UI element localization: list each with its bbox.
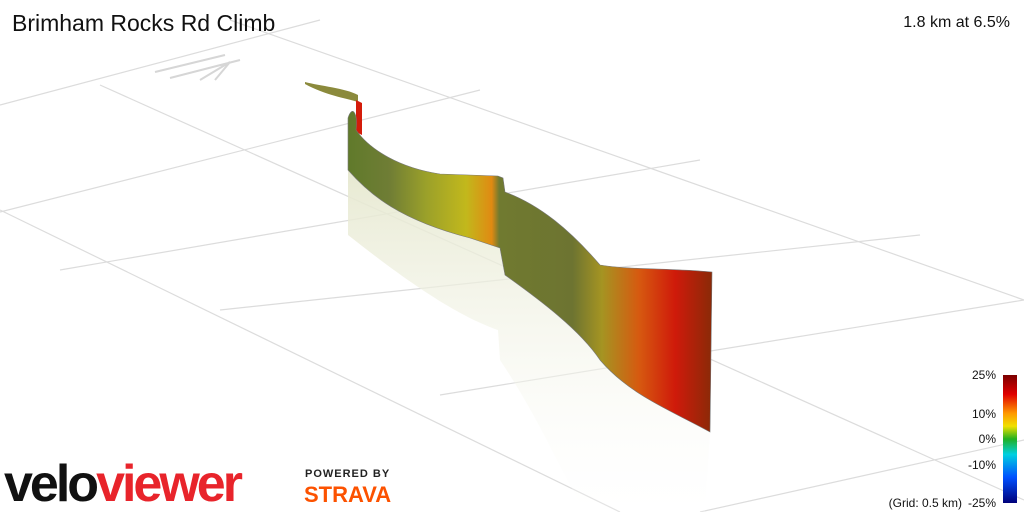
north-arrow — [154, 54, 241, 81]
ground-grid — [0, 19, 1024, 512]
summary: 1.8 km at 6.5% — [903, 14, 1010, 31]
grid-note: (Grid: 0.5 km) — [889, 496, 962, 510]
ribbon-red-step — [356, 100, 362, 135]
title: Brimham Rocks Rd Climb — [12, 10, 275, 36]
scale-label: 10% — [972, 407, 996, 421]
logo-viewer: viewer — [96, 455, 243, 512]
strava: STRAVA — [304, 482, 391, 507]
logo-velo: velo — [4, 455, 97, 512]
ribbon-wall — [347, 111, 713, 433]
powered-by: POWERED BY — [305, 468, 390, 480]
logo: veloviewer — [4, 455, 243, 512]
elevation-ribbon — [305, 82, 713, 512]
ribbon-wall-start — [305, 82, 358, 102]
scale-label: -10% — [968, 458, 996, 472]
color-scale — [1003, 375, 1017, 503]
color-scale-labels: 25% 10% 0% -10% -25% (Grid: 0.5 km) — [889, 368, 997, 510]
ribbon-shadow — [348, 170, 710, 512]
scale-label: -25% — [968, 496, 996, 510]
scale-label: 25% — [972, 368, 996, 382]
scale-label: 0% — [979, 432, 997, 446]
